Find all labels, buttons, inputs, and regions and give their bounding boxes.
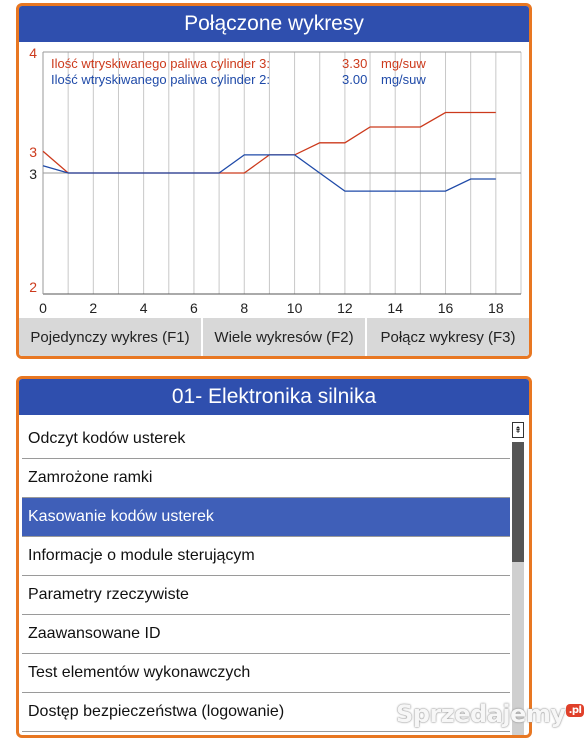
legend-label: Ilość wtryskiwanego paliwa cylinder 2: bbox=[51, 72, 270, 87]
legend-value: 3.30 bbox=[342, 56, 367, 71]
x-tick-label: 4 bbox=[140, 300, 148, 316]
y-tick-label: 4 bbox=[29, 46, 37, 61]
menu-item-security-access[interactable]: Dostęp bezpieczeństwa (logowanie) bbox=[22, 693, 510, 732]
legend-unit: mg/suw bbox=[381, 56, 426, 71]
menu-panel-title: 01- Elektronika silnika bbox=[19, 379, 529, 417]
legend-value: 3.00 bbox=[342, 72, 367, 87]
x-tick-label: 14 bbox=[387, 300, 403, 316]
x-tick-label: 2 bbox=[89, 300, 97, 316]
y-tick-label: 3 bbox=[29, 144, 37, 160]
x-tick-label: 0 bbox=[39, 300, 47, 316]
y-tick-label: 2 bbox=[29, 279, 37, 295]
x-tick-label: 12 bbox=[337, 300, 353, 316]
single-chart-button[interactable]: Pojedynczy wykres (F1) bbox=[19, 318, 201, 356]
menu-item-actuator-test[interactable]: Test elementów wykonawczych bbox=[22, 654, 510, 693]
menu-item-module-info[interactable]: Informacje o module sterującym bbox=[22, 537, 510, 576]
x-tick-label: 16 bbox=[438, 300, 454, 316]
menu-scrollbar[interactable]: ⇞ bbox=[510, 420, 526, 735]
legend-unit: mg/suw bbox=[381, 72, 426, 87]
scroll-thumb[interactable] bbox=[512, 442, 524, 562]
menu-item-advanced-id[interactable]: Zaawansowane ID bbox=[22, 615, 510, 654]
watermark-suffix: .pl bbox=[565, 704, 585, 717]
x-tick-label: 10 bbox=[287, 300, 303, 316]
menu-item-clear-codes[interactable]: Kasowanie kodów usterek bbox=[22, 498, 510, 537]
menu-item-live-data[interactable]: Parametry rzeczywiste bbox=[22, 576, 510, 615]
multiple-charts-button[interactable]: Wiele wykresów (F2) bbox=[203, 318, 365, 356]
series-line-cylinder-2 bbox=[42, 154, 496, 192]
y-tick-label: 3 bbox=[29, 166, 37, 182]
menu-panel: 01- Elektronika silnika Odczyt kodów ust… bbox=[16, 376, 532, 738]
scroll-up-icon[interactable]: ⇞ bbox=[512, 422, 524, 438]
legend-label: Ilość wtryskiwanego paliwa cylinder 3: bbox=[51, 56, 270, 71]
function-key-bar: Pojedynczy wykres (F1) Wiele wykresów (F… bbox=[19, 318, 529, 356]
menu-item-freeze-frames[interactable]: Zamrożone ramki bbox=[22, 459, 510, 498]
x-tick-label: 6 bbox=[190, 300, 198, 316]
menu-list: Odczyt kodów usterek Zamrożone ramki Kas… bbox=[22, 420, 510, 735]
watermark-text: Sprzedajemy bbox=[396, 700, 566, 728]
x-tick-label: 18 bbox=[488, 300, 504, 316]
watermark-logo: Sprzedajemy .pl bbox=[396, 700, 585, 728]
menu-item-read-codes[interactable]: Odczyt kodów usterek bbox=[22, 420, 510, 459]
chart-panel: Połączone wykresy 4 3 3 2 0 2 4 6 8 10 12 14 16 18 Ilo… bbox=[16, 3, 532, 359]
chart-panel-title: Połączone wykresy bbox=[19, 6, 529, 44]
scroll-track[interactable] bbox=[512, 442, 524, 735]
combine-charts-button[interactable]: Połącz wykresy (F3) bbox=[367, 318, 529, 356]
x-tick-label: 8 bbox=[240, 300, 248, 316]
